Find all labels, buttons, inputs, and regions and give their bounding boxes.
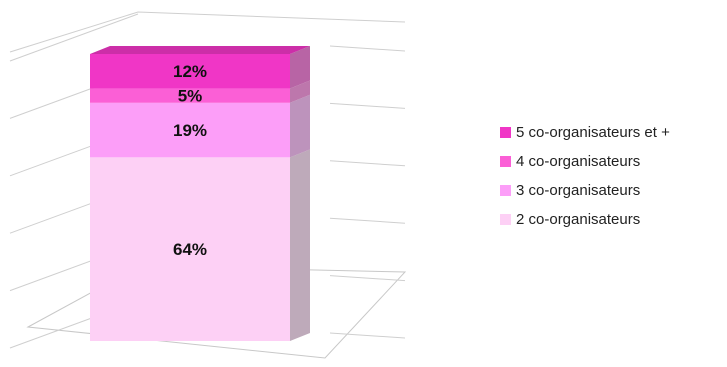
bar-top bbox=[90, 46, 310, 54]
bar-segment-front bbox=[90, 88, 290, 103]
bar-segment-2 bbox=[90, 94, 310, 158]
bar-segment-side bbox=[290, 80, 310, 103]
gridline-right bbox=[329, 102, 406, 109]
bar-segment-side bbox=[290, 149, 310, 341]
bar-group bbox=[90, 46, 310, 341]
legend-label: 2 co-organisateurs bbox=[516, 211, 640, 228]
gridlines bbox=[9, 13, 406, 349]
data-label-4: 12% bbox=[173, 62, 207, 81]
data-labels: 64% 19% 5% 12% bbox=[173, 62, 207, 259]
back-wall-outline bbox=[9, 11, 406, 53]
bar-segment-front bbox=[90, 54, 290, 89]
legend-item-4: 2 co-organisateurs bbox=[500, 211, 640, 228]
legend-label: 5 co-organisateurs et + bbox=[516, 124, 670, 141]
bar-segment-4 bbox=[90, 46, 310, 89]
gridline-right bbox=[329, 332, 406, 339]
gridline-right bbox=[329, 217, 406, 224]
legend-item-3: 3 co-organisateurs bbox=[500, 182, 640, 199]
bar-segment-3 bbox=[90, 80, 310, 103]
legend-swatch bbox=[500, 214, 511, 225]
gridline-right bbox=[329, 275, 406, 282]
legend-item-2: 4 co-organisateurs bbox=[500, 153, 640, 170]
legend-swatch bbox=[500, 156, 511, 167]
legend-swatch bbox=[500, 127, 511, 138]
legend-label: 4 co-organisateurs bbox=[516, 153, 640, 170]
bar-segment-side bbox=[290, 46, 310, 89]
legend: 5 co-organisateurs et + 4 co-organisateur… bbox=[500, 124, 670, 228]
legend-item-1: 5 co-organisateurs et + bbox=[500, 124, 670, 141]
bar-segment-front bbox=[90, 102, 290, 158]
gridline-right bbox=[329, 160, 406, 167]
legend-label: 3 co-organisateurs bbox=[516, 182, 640, 199]
data-label-3: 5% bbox=[178, 87, 203, 106]
legend-swatch bbox=[500, 185, 511, 196]
gridline-right bbox=[329, 45, 406, 52]
bar-segment-front bbox=[90, 157, 290, 341]
data-label-2: 19% bbox=[173, 121, 207, 140]
bar-segment-1 bbox=[90, 149, 310, 341]
bar-segment-side bbox=[290, 94, 310, 158]
data-label-1: 64% bbox=[173, 240, 207, 259]
gridline-left bbox=[9, 13, 139, 62]
